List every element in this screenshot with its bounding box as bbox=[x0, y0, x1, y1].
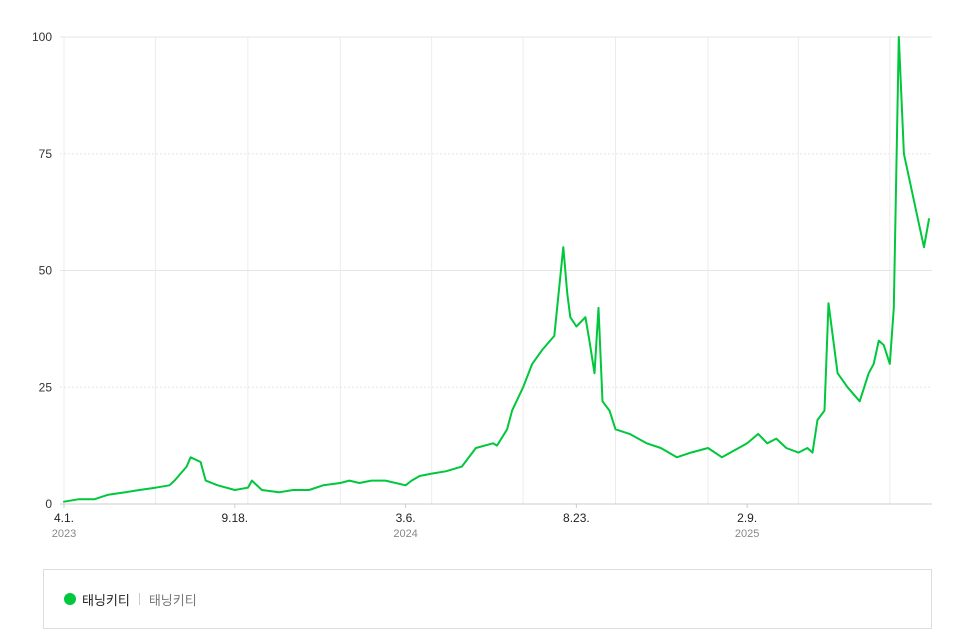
x-tick-year: 2025 bbox=[735, 528, 759, 540]
y-tick-label: 0 bbox=[45, 497, 52, 511]
x-tick-year: 2024 bbox=[393, 528, 417, 540]
legend-series-label: 태닝키티 bbox=[148, 592, 197, 608]
x-tick-year: 2023 bbox=[52, 528, 76, 540]
y-tick-label: 25 bbox=[39, 380, 53, 394]
y-axis-ticks: 0 25 50 75 100 bbox=[32, 30, 52, 511]
x-tick-label: 3.6. bbox=[396, 511, 416, 525]
y-tick-label: 100 bbox=[32, 30, 52, 44]
x-tick-label: 2.9. bbox=[737, 511, 757, 525]
legend: 태닝키티 태닝키티 bbox=[43, 569, 932, 629]
x-axis-ticks: 4.1. 2023 9.18. 3.6. 2024 8.23. 2.9. 2025 bbox=[52, 504, 759, 540]
y-tick-label: 50 bbox=[39, 264, 53, 278]
horizontal-gridlines bbox=[60, 36, 932, 505]
y-tick-label: 75 bbox=[39, 147, 53, 161]
x-tick-label: 8.23. bbox=[563, 511, 590, 525]
legend-divider bbox=[138, 593, 140, 605]
series-line[interactable] bbox=[63, 36, 930, 503]
series-group bbox=[63, 36, 930, 503]
chart-area: 0 25 50 75 100 4.1. 2023 9.18. 3.6. 2024 8.23. 2.9… bbox=[32, 30, 932, 540]
x-tick-label: 9.18. bbox=[221, 511, 248, 525]
trend-line-chart: 0 25 50 75 100 4.1. 2023 9.18. 3.6. 2024 8.23. 2.9… bbox=[32, 30, 932, 540]
legend-swatch[interactable] bbox=[64, 593, 76, 605]
x-tick-label: 4.1. bbox=[54, 511, 74, 525]
legend-series-name[interactable]: 태닝키티 bbox=[82, 592, 130, 608]
